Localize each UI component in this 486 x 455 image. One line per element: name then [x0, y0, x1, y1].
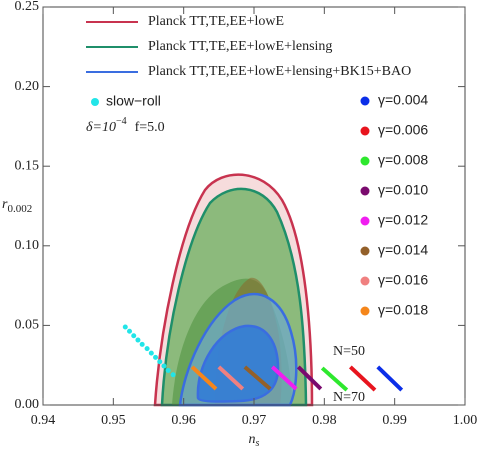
legend-marker	[91, 98, 99, 106]
legend-label: Planck TT,TE,EE+lowE+lensing	[148, 39, 332, 54]
x-axis-label: ns	[249, 432, 260, 449]
x-tick-label: 0.94	[31, 413, 56, 428]
contour-inner	[196, 324, 280, 403]
contours	[153, 173, 314, 407]
legend-marker	[360, 246, 370, 256]
delta-annotation: δ=10−4 f=5.0	[86, 116, 165, 135]
legend-marker	[360, 156, 370, 166]
gamma-line	[348, 365, 377, 392]
y-tick-label: 0.10	[15, 238, 40, 253]
slow-roll-label: slow−roll	[106, 93, 161, 109]
legend-label: γ=0.008	[378, 152, 428, 168]
x-tick-label: 0.96	[171, 413, 196, 428]
y-axis-label: r0.002	[2, 197, 32, 214]
legend-label: Planck TT,TE,EE+lowE	[148, 14, 284, 29]
legend-marker	[360, 186, 370, 196]
y-label-sub: 0.002	[7, 203, 32, 215]
x-tick-label: 0.95	[101, 413, 126, 428]
slow-roll-point	[170, 372, 176, 378]
y-tick-label: 0.05	[15, 318, 40, 333]
slow-roll-point	[144, 346, 150, 352]
slow-roll-point	[122, 324, 128, 330]
gamma-line	[376, 365, 404, 392]
x-label-sub: s	[256, 438, 260, 449]
legend-label: γ=0.006	[378, 122, 428, 138]
delta: δ=10	[86, 120, 116, 135]
delta-exp: −4	[116, 116, 127, 127]
legend-marker	[360, 306, 370, 316]
legend-marker	[360, 126, 370, 136]
n70-label: N=70	[333, 390, 365, 405]
legend-label: γ=0.012	[378, 212, 428, 228]
x-tick-label: 1.00	[453, 413, 478, 428]
legend-label: γ=0.010	[378, 182, 428, 198]
legend-label: Planck TT,TE,EE+lowE+lensing+BK15+BAO	[148, 64, 411, 79]
gamma-line	[243, 365, 272, 391]
slow-roll-point	[127, 328, 133, 334]
x-tick-label: 0.97	[242, 413, 267, 428]
y-tick-label: 0.25	[15, 0, 40, 14]
slow-roll-point	[139, 341, 145, 347]
x-tick-label: 0.98	[312, 413, 337, 428]
gamma-line	[296, 365, 323, 391]
y-tick-label: 0.15	[15, 158, 40, 173]
legend-label: γ=0.016	[378, 272, 428, 288]
f-value: f=5.0	[135, 120, 165, 135]
y-tick-label: 0.00	[15, 397, 40, 412]
slow-roll-point	[161, 363, 167, 369]
slow-roll-point	[135, 337, 141, 343]
legend-marker	[360, 216, 370, 226]
gamma-line	[320, 366, 349, 392]
legend-label: γ=0.018	[378, 302, 428, 318]
y-tick-label: 0.20	[15, 79, 40, 94]
slow-roll-point	[157, 359, 163, 365]
legend-label: γ=0.004	[378, 92, 428, 108]
x-label: n	[249, 432, 256, 447]
legend-marker	[360, 96, 370, 106]
legend-label: γ=0.014	[378, 242, 428, 258]
slow-roll-point	[148, 350, 154, 356]
y-label: r	[2, 197, 8, 212]
slow-roll-point	[165, 367, 171, 373]
slow-roll-point	[131, 333, 137, 339]
slow-roll-point	[153, 354, 159, 360]
legend-marker	[360, 276, 370, 286]
x-tick-label: 0.99	[382, 413, 407, 428]
gamma-line	[217, 365, 245, 391]
gamma-line	[270, 365, 298, 391]
n50-label: N=50	[333, 344, 365, 359]
gamma-line	[190, 365, 218, 391]
